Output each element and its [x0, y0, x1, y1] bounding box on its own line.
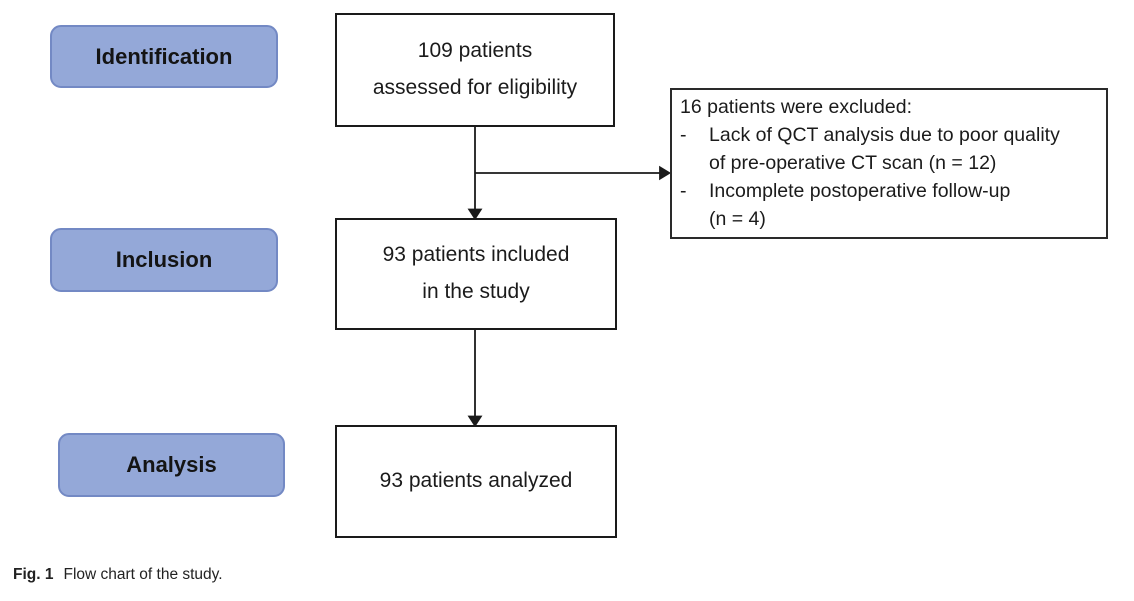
bullet-dash: -: [680, 124, 687, 146]
stage-label-analysis: Analysis: [58, 433, 285, 497]
figure-caption-label: Fig. 1: [13, 566, 54, 583]
exclusion-box: 16 patients were excluded: - Lack of QCT…: [670, 88, 1108, 239]
figure-caption-text: Flow chart of the study.: [63, 566, 223, 583]
arrowhead-right-icon: [659, 165, 672, 181]
flow-box-analyzed: 93 patients analyzed: [335, 425, 617, 538]
arrow-inclusion-to-analysis: [467, 330, 483, 428]
arrow-eligibility-to-inclusion: [467, 127, 483, 221]
stage-label-inclusion: Inclusion: [50, 228, 278, 292]
arrow-branch-to-exclusion: [475, 165, 672, 181]
stage-label-identification: Identification: [50, 25, 278, 88]
exclusion-item-text: Lack of QCT analysis due to poor quality…: [709, 124, 1060, 174]
exclusion-title: 16 patients were excluded:: [680, 96, 912, 118]
bullet-dash: -: [680, 180, 687, 202]
exclusion-item: - Incomplete postoperative follow-up (n …: [680, 177, 1100, 233]
figure-caption: Fig. 1 Flow chart of the study.: [13, 566, 223, 584]
exclusion-item-text: Incomplete postoperative follow-up (n = …: [709, 180, 1011, 230]
flow-box-eligibility: 109 patients assessed for eligibility: [335, 13, 615, 127]
flow-box-included: 93 patients included in the study: [335, 218, 617, 330]
exclusion-item: - Lack of QCT analysis due to poor quali…: [680, 121, 1100, 177]
